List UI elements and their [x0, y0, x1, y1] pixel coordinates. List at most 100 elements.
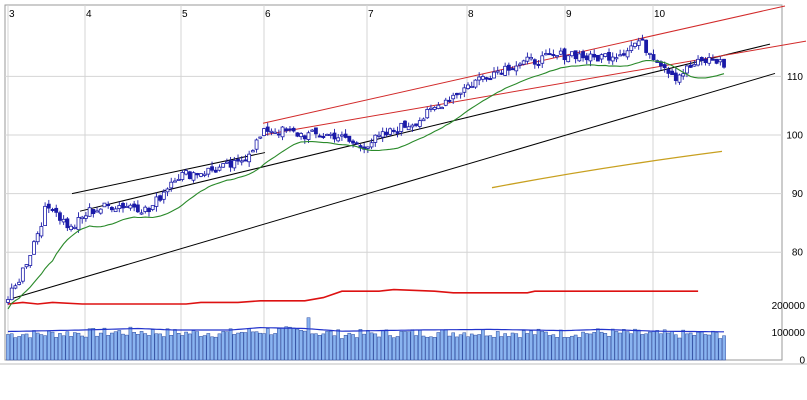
candle-body [562, 48, 567, 61]
volume-bar [302, 330, 307, 361]
candle-body [696, 58, 700, 66]
candle-body [339, 134, 344, 137]
volume-bar [525, 333, 530, 361]
candle-body [436, 104, 441, 109]
candle-body [124, 205, 129, 208]
volume-bar [343, 335, 348, 361]
volume-bar [121, 333, 125, 361]
candle-body [210, 166, 214, 171]
volume-bar [247, 328, 251, 361]
candle-body [640, 38, 645, 41]
volume-bar [43, 335, 47, 361]
candle-body [651, 54, 656, 61]
candle-body [399, 122, 404, 132]
candle-body [158, 195, 163, 201]
volume-bar [377, 336, 381, 361]
volume-bar [447, 335, 452, 361]
volume-bar [102, 327, 107, 361]
candle-body [536, 63, 541, 66]
volume-bar [258, 332, 263, 361]
candle-body [58, 212, 62, 221]
volume-bar [9, 333, 14, 361]
candle-body [584, 55, 589, 61]
candle-body [644, 39, 649, 53]
candle-body [699, 57, 704, 61]
candle-body [570, 51, 574, 57]
candle-body [184, 170, 188, 175]
candle-body [722, 58, 726, 68]
volume-bar [507, 336, 511, 361]
volume-bar [54, 337, 59, 361]
volume-bar [622, 329, 626, 361]
candle-body [673, 72, 678, 81]
volume-bar [328, 330, 333, 361]
candle-body [276, 133, 281, 136]
candle-body [473, 79, 478, 88]
candle-body [106, 204, 111, 207]
candle-body [128, 204, 133, 209]
volume-bar [128, 326, 133, 361]
volume-bar [24, 333, 29, 361]
candle-body [247, 153, 252, 163]
volume-bar [540, 330, 545, 361]
volume-bar [69, 336, 73, 361]
volume-bar [191, 330, 196, 361]
candle-body [143, 206, 148, 212]
candle-body [480, 76, 485, 80]
volume-bar [321, 333, 326, 361]
x-tick-label: 5 [182, 9, 188, 20]
candle-body [618, 54, 623, 57]
volume-bar [536, 328, 541, 361]
volume-bar [28, 337, 33, 361]
candle-body [521, 60, 526, 65]
candle-body [95, 210, 99, 213]
candle-body [199, 173, 203, 177]
volume-bar [6, 334, 10, 361]
volume-bar [629, 333, 634, 361]
price-tick-label: 90 [792, 189, 804, 200]
candle-body [180, 172, 185, 180]
volume-bar [625, 331, 630, 361]
volume-bar [317, 335, 322, 361]
volume-bar [547, 335, 552, 361]
volume-bar [91, 328, 96, 361]
long-moving-average [491, 150, 723, 189]
candle-body [150, 205, 155, 210]
candle-body [488, 78, 493, 81]
volume-bar [458, 334, 463, 361]
volume-bar [399, 331, 404, 361]
candle-body [666, 69, 671, 74]
candle-body [351, 140, 355, 144]
price-tick-label: 80 [792, 248, 804, 259]
indicator-line [7, 288, 699, 305]
candle-body [685, 65, 689, 74]
candle-body [670, 70, 674, 76]
volume-bar [651, 331, 656, 361]
candle-body [506, 64, 511, 71]
volume-bar [596, 328, 600, 361]
candle-body [243, 159, 248, 162]
volume-bar [711, 330, 715, 361]
volume-bar [325, 331, 329, 361]
volume-bar [577, 337, 582, 361]
volume-tick-label: 0 [799, 356, 805, 367]
candle-body [503, 65, 508, 76]
volume-bar [607, 335, 611, 361]
candle-body [84, 215, 88, 219]
volume-bar [17, 336, 21, 361]
volume-bar [158, 333, 162, 361]
candle-body [321, 135, 326, 138]
trend-channels [9, 5, 807, 300]
candle-body [314, 127, 318, 135]
volume-bar [533, 334, 537, 361]
candle-body [147, 207, 151, 213]
volume-bar [510, 332, 515, 361]
candle-body [629, 45, 634, 51]
volume-bar [662, 329, 667, 361]
volume-bar [477, 334, 481, 361]
volume-bar [425, 336, 430, 361]
volume-bar [618, 332, 622, 361]
candle-body [633, 42, 637, 47]
candle-body [32, 241, 36, 255]
